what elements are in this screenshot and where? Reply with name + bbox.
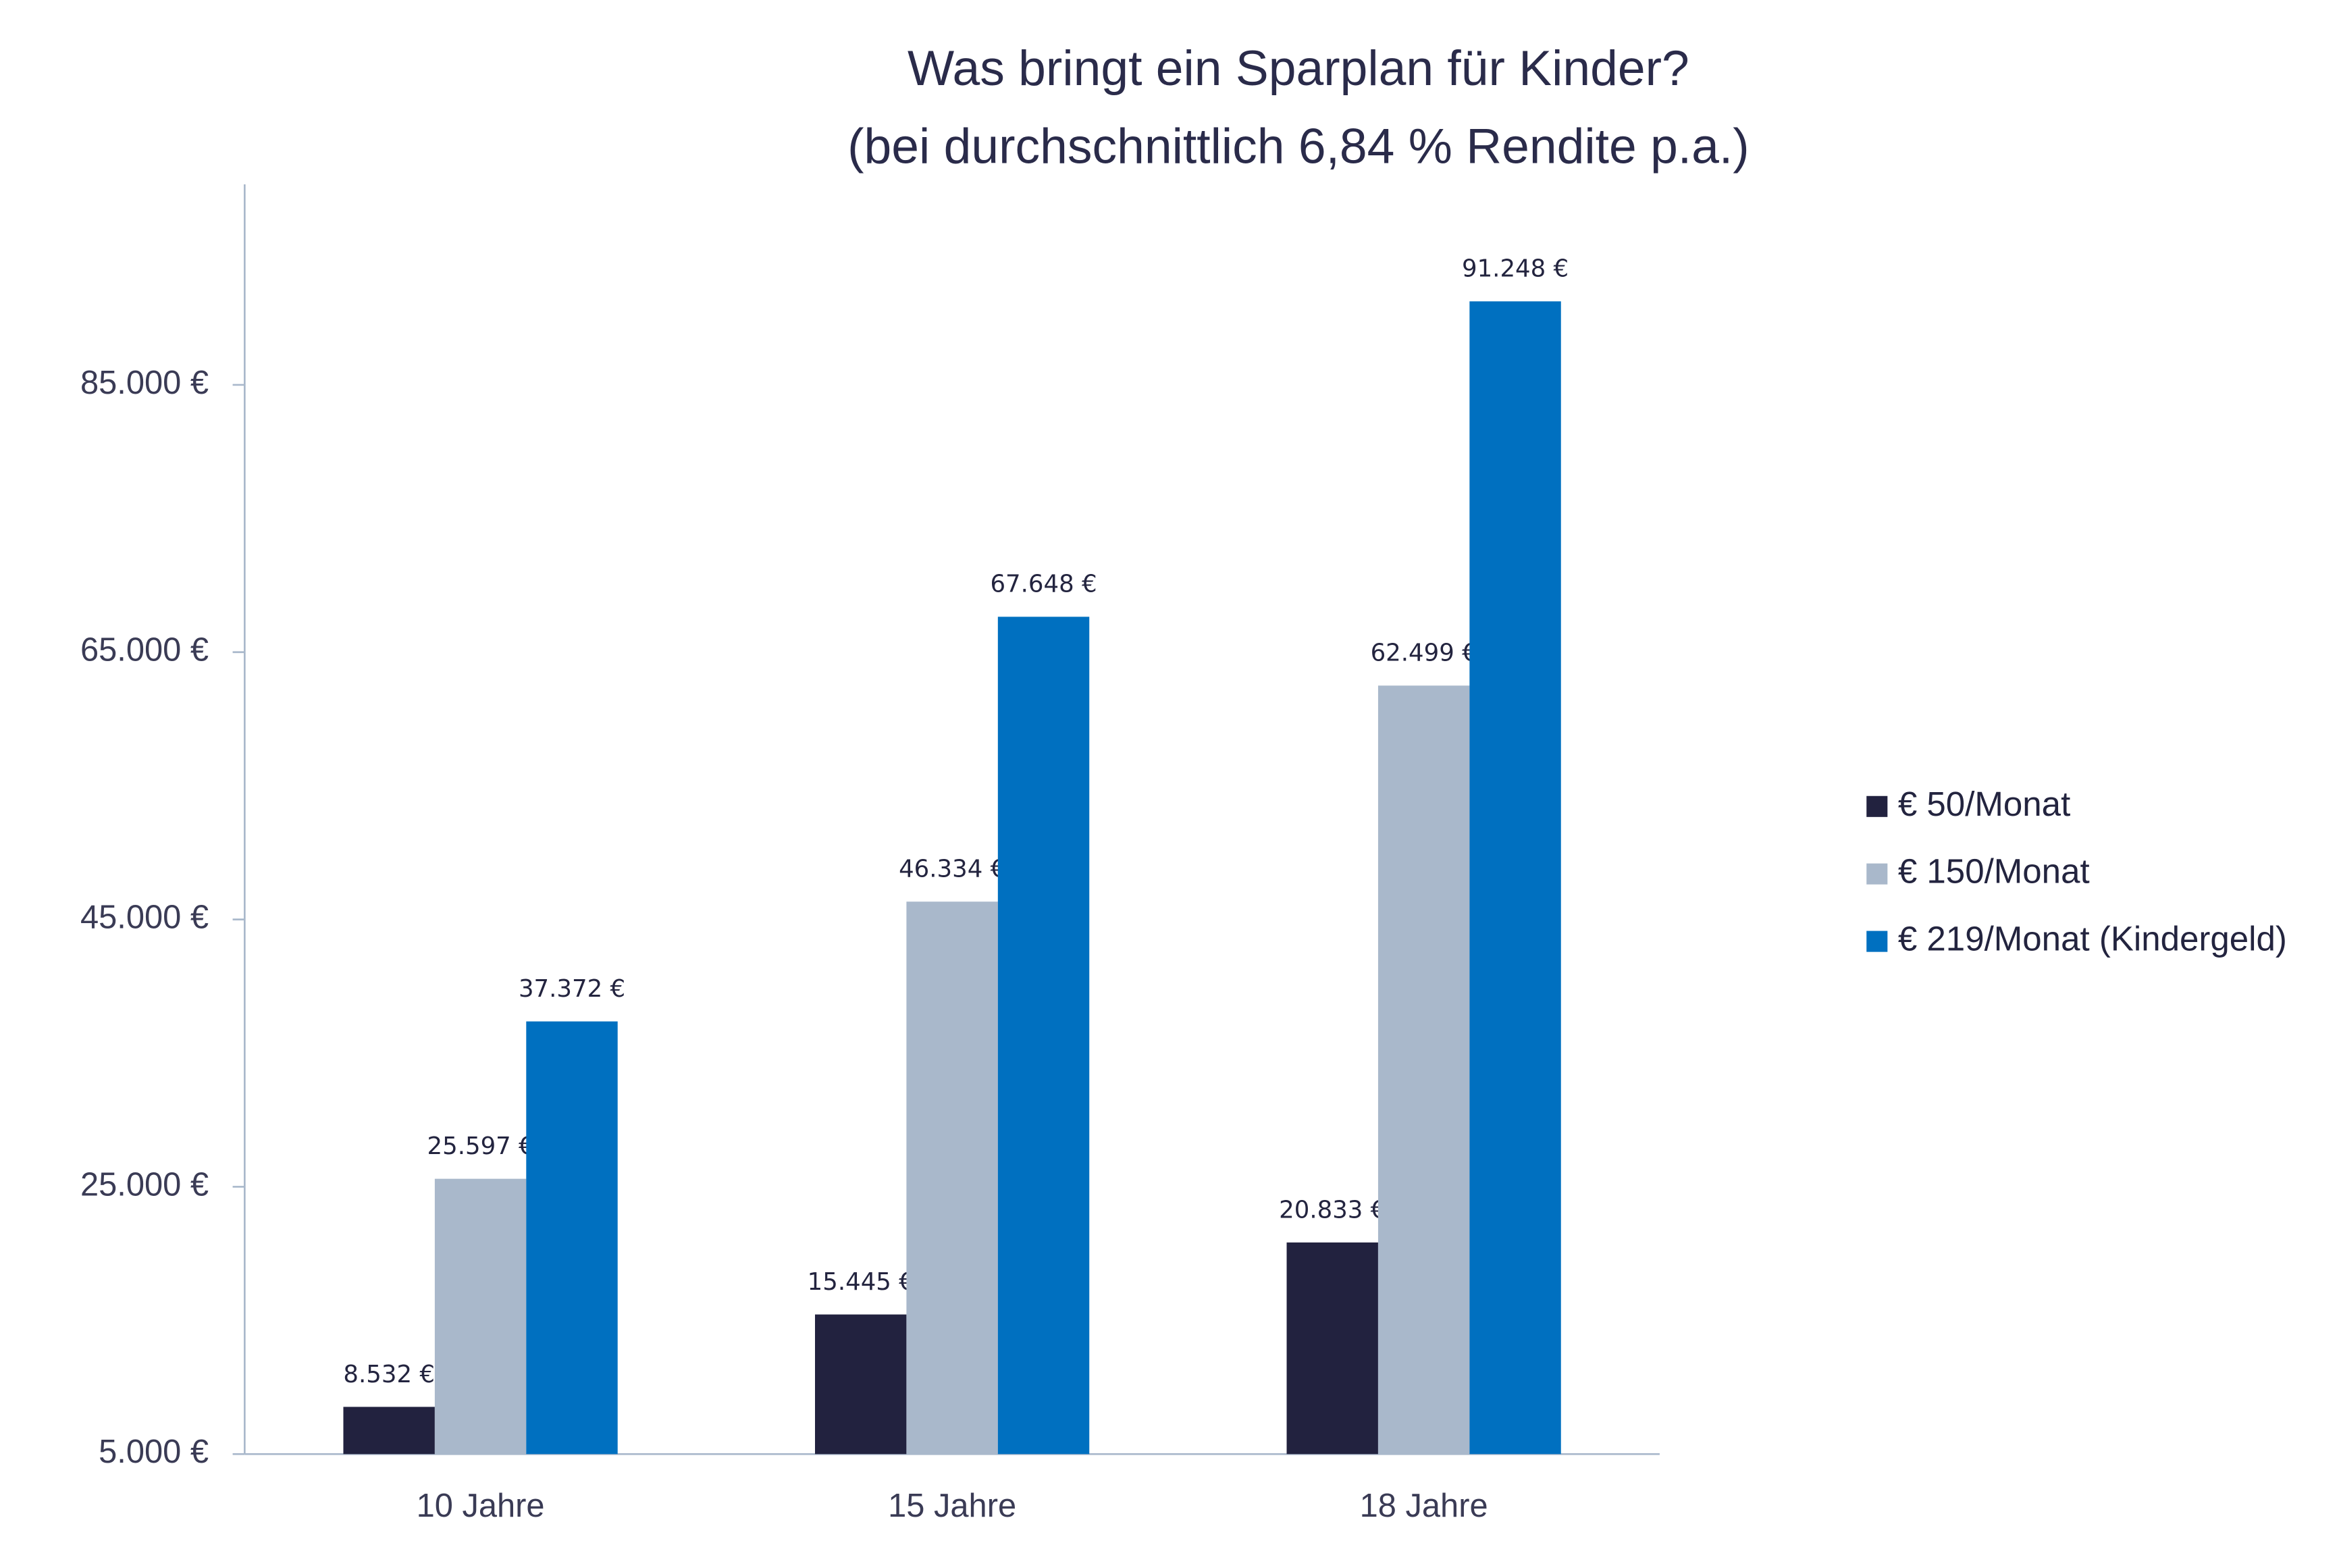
bar (906, 901, 998, 1455)
y-tick-label: 25.000 € (80, 1166, 209, 1203)
legend-label: € 150/Monat (1898, 852, 2090, 891)
value-label: 15.445 € (808, 1268, 914, 1296)
bar (1469, 301, 1561, 1455)
value-label: 62.499 € (1371, 639, 1477, 667)
value-label: 20.833 € (1279, 1196, 1386, 1224)
x-tick-label: 18 Jahre (1360, 1488, 1488, 1524)
legend-label: € 219/Monat (Kindergeld) (1898, 920, 2287, 958)
chart-title: Was bringt ein Sparplan für Kinder? (908, 41, 1689, 96)
bar (1286, 1242, 1378, 1455)
value-label: 46.334 € (899, 856, 1005, 883)
y-tick-label: 85.000 € (80, 365, 209, 401)
x-tick-label: 10 Jahre (417, 1488, 545, 1524)
value-label: 8.532 € (343, 1361, 435, 1388)
bar (526, 1021, 618, 1455)
bar (997, 617, 1090, 1455)
legend-swatch (1866, 931, 1888, 952)
value-label: 91.248 € (1462, 255, 1569, 283)
bar (343, 1407, 435, 1455)
bar (814, 1314, 907, 1455)
value-label: 67.648 € (990, 571, 1097, 598)
x-tick-label: 15 Jahre (888, 1488, 1016, 1524)
y-tick-label: 65.000 € (80, 632, 209, 669)
legend-swatch (1866, 795, 1888, 817)
y-tick-label: 5.000 € (99, 1434, 209, 1470)
bar (1377, 685, 1470, 1455)
legend-label: € 50/Monat (1898, 785, 2070, 823)
legend-swatch (1866, 863, 1888, 885)
bar (434, 1178, 527, 1455)
value-label: 25.597 € (427, 1132, 534, 1160)
y-tick-label: 45.000 € (80, 899, 209, 936)
value-label: 37.372 € (519, 975, 625, 1003)
chart-subtitle: (bei durchschnittlich 6,84 % Rendite p.a… (847, 118, 1750, 174)
